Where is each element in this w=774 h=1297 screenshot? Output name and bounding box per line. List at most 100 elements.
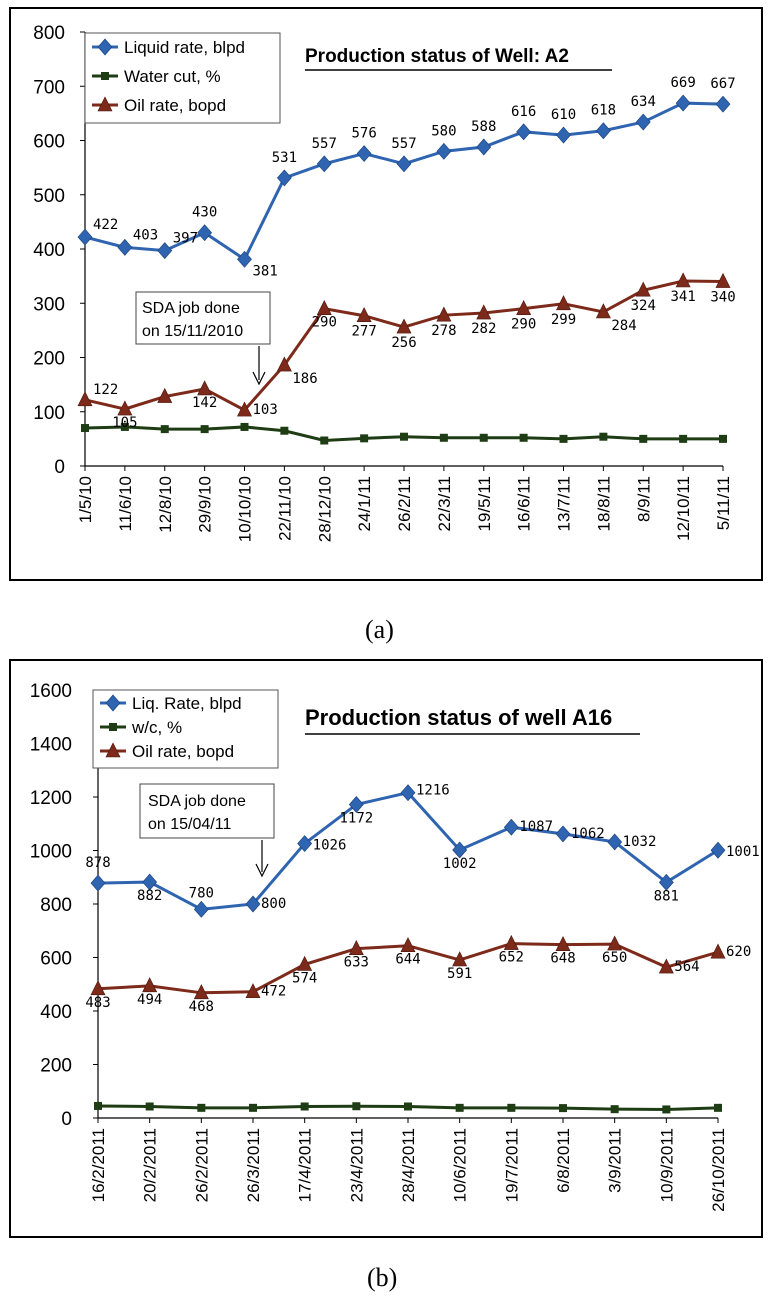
panel-b-series-1-point: [404, 1102, 412, 1111]
panel-b-legend-label: Oil rate, bopd: [132, 742, 234, 761]
panel-b-data-label: 633: [344, 955, 369, 971]
panel-b-x-tick-label: 28/4/2011: [399, 1128, 418, 1202]
panel-b-series-2-point: [90, 980, 106, 996]
panel-a-series-1-point: [320, 436, 329, 445]
panel-a-legend-marker: [101, 72, 109, 80]
panel-a-data-label: 381: [253, 263, 278, 279]
panel-b-y-tick-label: 200: [40, 1056, 72, 1077]
panel-a-series-1-point: [519, 433, 528, 442]
panel-b-annotation-line-2: on 15/04/11: [148, 816, 231, 833]
panel-b-y-tick-label: 1400: [30, 735, 72, 756]
panel-b-data-label: 1026: [313, 838, 347, 854]
panel-a-series-1-point: [439, 433, 448, 442]
panel-b-x-tick-label: 26/10/2011: [709, 1128, 728, 1212]
panel-b-data-label: 780: [189, 885, 214, 901]
panel-a-series-0-point: [556, 126, 571, 144]
panel-b-x-tick-label: 23/4/2011: [347, 1128, 366, 1202]
panel-a-data-label: 576: [351, 126, 376, 142]
panel-b-y-tick-label: 0: [61, 1109, 72, 1130]
panel-b-series-2-point: [400, 937, 416, 953]
panel-a-data-label: 616: [511, 104, 536, 120]
panel-b-x-tick-label: 26/2/2011: [192, 1128, 211, 1202]
panel-b-annotation-line-1: SDA job done: [148, 793, 246, 810]
panel-a-data-label: 341: [670, 289, 695, 305]
panel-b-data-label: 468: [189, 999, 214, 1015]
panel-a-data-label: 284: [611, 318, 636, 334]
panel-b-series-1-point: [145, 1102, 154, 1111]
panel-a-data-label: 324: [631, 298, 656, 314]
panel-b-series-2-point: [452, 951, 468, 967]
panel-a-data-label: 618: [591, 103, 616, 119]
panel-a-title: Production status of Well: A2: [305, 46, 569, 67]
panel-a-x-tick-label: 22/3/11: [435, 476, 454, 531]
panel-a-legend-marker: [97, 38, 113, 56]
panel-b-series-0-point: [710, 841, 726, 859]
panel-a-series-0-point: [516, 123, 532, 141]
panel-a-series-2-point: [476, 304, 492, 320]
panel-a-series-1-point: [280, 426, 289, 435]
panel-a-series-2-point: [117, 400, 133, 416]
panel-b-x-tick-label: 10/9/2011: [657, 1128, 676, 1202]
panel-a-series-0-point: [595, 122, 611, 140]
panel-a-series-2-point: [516, 300, 532, 315]
panel-a-data-label: 290: [511, 317, 536, 333]
panel-b-data-label: 878: [85, 855, 110, 871]
panel-b-series-0-point: [90, 874, 106, 892]
panel-b-legend-marker: [105, 694, 121, 712]
panel-b-data-label: 800: [261, 896, 286, 912]
panel-a-x-tick-label: 1/5/10: [76, 476, 95, 523]
panel-a-data-label: 186: [292, 371, 317, 387]
panel-a-series-0-point: [675, 94, 691, 112]
panel-b-data-label: 472: [261, 984, 286, 1000]
panel-a-data-label: 580: [431, 123, 456, 139]
panel-a-data-label: 105: [112, 415, 137, 431]
panel-b-data-label: 494: [137, 992, 162, 1008]
panel-a-series-1-point: [639, 434, 648, 443]
panel-b-series-1-point: [507, 1103, 516, 1112]
panel-a-series-0-point: [476, 138, 492, 156]
panel-a-x-tick-label: 12/10/11: [674, 476, 693, 541]
panel-b-y-tick-label: 1200: [30, 788, 72, 809]
panel-b-series-0-point: [452, 841, 468, 859]
panel-a-y-tick-label: 500: [33, 186, 65, 207]
panel-a-data-label: 282: [471, 321, 496, 337]
panel-b-title: Production status of well A16: [305, 705, 612, 730]
panel-a-y-tick-label: 0: [54, 457, 65, 478]
panel-a-series-1-point: [360, 434, 369, 443]
panel-b-series-0-point: [142, 873, 158, 891]
panel-a-x-tick-label: 10/10/10: [236, 476, 255, 542]
panel-a-series-0-point: [237, 250, 252, 268]
panel-b-x-tick-label: 6/8/2011: [554, 1128, 573, 1193]
panel-b-data-label: 591: [447, 966, 472, 982]
panel-a-series-0-point: [356, 145, 372, 162]
panel-b-series-0-point: [193, 900, 209, 918]
panel-a-series-2-point: [436, 306, 452, 322]
panel-b-series-0-point: [245, 895, 261, 913]
panel-a-data-label: 403: [133, 227, 158, 243]
panel-a-series-1-point: [479, 433, 488, 442]
panel-a-series-2-point: [197, 380, 213, 396]
panel-b-series-2-point: [555, 935, 571, 951]
panel-b-data-label: 881: [654, 888, 679, 904]
panel-a-series-0-point: [197, 224, 213, 242]
panel-a-data-label: 667: [710, 76, 735, 92]
panel-b-data-label: 564: [674, 959, 699, 975]
panel-b-data-label: 1216: [416, 783, 450, 799]
panel-b-series-2-point: [658, 958, 674, 974]
panel-a-series-2-point: [316, 300, 332, 315]
panel-b-series-1-point: [300, 1102, 309, 1111]
panel-a-series-1-point: [81, 424, 89, 433]
panel-b-annotation: SDA job done on 15/04/11: [139, 783, 275, 878]
panel-a-y-tick-label: 400: [33, 240, 65, 261]
panel-b-series-2-point: [710, 943, 726, 959]
panel-a-series-1-point: [400, 432, 408, 441]
panel-b-data-label: 1032: [623, 834, 657, 850]
panel-a-data-label: 397: [173, 231, 198, 247]
panel-a-x-tick-label: 8/9/11: [634, 476, 653, 522]
panel-a-x-tick-label: 29/9/10: [196, 476, 215, 533]
panel-b-series-0-point: [297, 835, 313, 853]
panel-b-series-2-point: [142, 977, 158, 993]
panel-a-data-label: 634: [631, 94, 656, 110]
panel-a-series-2-point: [635, 281, 651, 297]
panel-b-series-1-point: [559, 1104, 567, 1113]
